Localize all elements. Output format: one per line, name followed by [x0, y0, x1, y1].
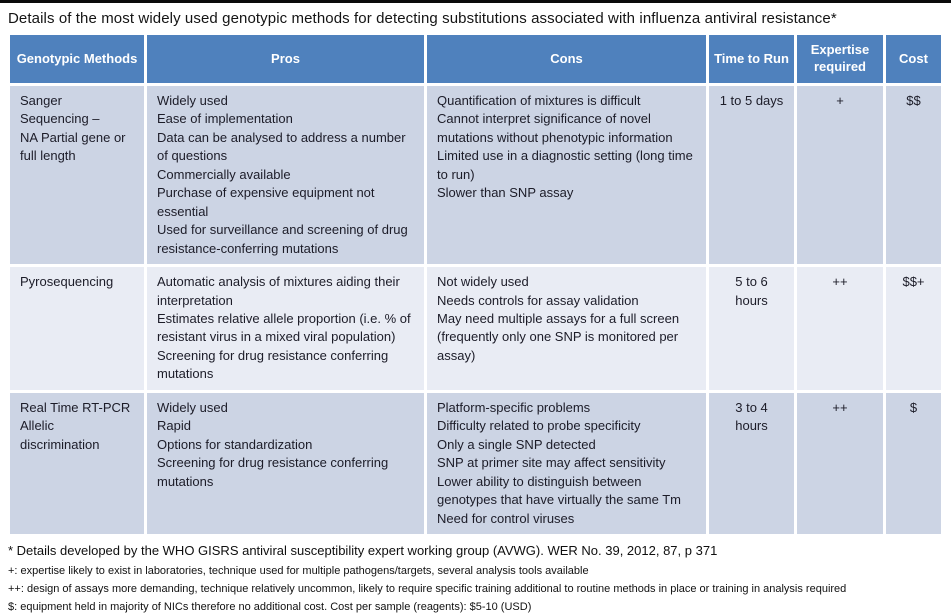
cons-cell: Quantification of mixtures is difficult … [427, 86, 706, 265]
header-cell-cons: Cons [427, 35, 706, 83]
top-border-line [0, 0, 951, 3]
footnote-source: * Details developed by the WHO GISRS ant… [8, 542, 718, 558]
table-row-pyrosequencing: Pyrosequencing Automatic analysis of mix… [10, 267, 941, 390]
footnote-cost-dollar: $: equipment held in majority of NICs th… [8, 600, 532, 613]
expertise-cell: ++ [797, 392, 883, 534]
footnote-expertise-plus-plus: ++: design of assays more demanding, tec… [8, 582, 847, 595]
page-title: Details of the most widely used genotypi… [8, 10, 837, 27]
expertise-cell: ++ [797, 267, 883, 390]
pros-cell: Automatic analysis of mixtures aiding th… [147, 267, 424, 390]
header-cell-pros: Pros [147, 35, 424, 83]
header-cell-expertise-required: Expertise required [797, 35, 883, 83]
header-cell-cost: Cost [886, 35, 941, 83]
cons-cell: Platform-specific problems Difficulty re… [427, 392, 706, 534]
footnotes: * Details developed by the WHO GISRS ant… [8, 543, 943, 614]
time-to-run-cell: 3 to 4 hours [709, 392, 794, 534]
table-header-row: Genotypic Methods Pros Cons Time to Run … [10, 35, 941, 83]
table-row-sanger-sequencing: Sanger Sequencing – NA Partial gene or f… [10, 86, 941, 265]
pros-cell: Widely used Rapid Options for standardiz… [147, 392, 424, 534]
time-to-run-cell: 5 to 6 hours [709, 267, 794, 390]
cons-cell: Not widely used Needs controls for assay… [427, 267, 706, 390]
cost-cell: $ [886, 392, 941, 534]
method-cell: Sanger Sequencing – NA Partial gene or f… [10, 86, 144, 265]
cost-cell: $$ [886, 86, 941, 265]
cost-cell: $$+ [886, 267, 941, 390]
method-cell: Pyrosequencing [10, 267, 144, 390]
time-to-run-cell: 1 to 5 days [709, 86, 794, 265]
expertise-cell: + [797, 86, 883, 265]
genotypic-methods-table: Genotypic Methods Pros Cons Time to Run … [7, 32, 944, 537]
method-cell: Real Time RT-PCR Allelic discrimination [10, 392, 144, 534]
pros-cell: Widely used Ease of implementation Data … [147, 86, 424, 265]
header-cell-genotypic-methods: Genotypic Methods [10, 35, 144, 83]
header-cell-time-to-run: Time to Run [709, 35, 794, 83]
footnote-expertise-plus: +: expertise likely to exist in laborato… [8, 564, 589, 577]
table-row-real-time-rt-pcr: Real Time RT-PCR Allelic discrimination … [10, 392, 941, 534]
